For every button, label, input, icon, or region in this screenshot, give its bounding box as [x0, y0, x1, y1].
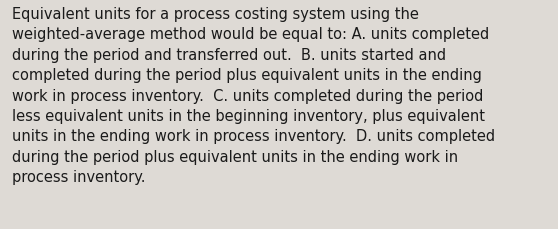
- Text: Equivalent units for a process costing system using the
weighted-average method : Equivalent units for a process costing s…: [12, 7, 496, 184]
